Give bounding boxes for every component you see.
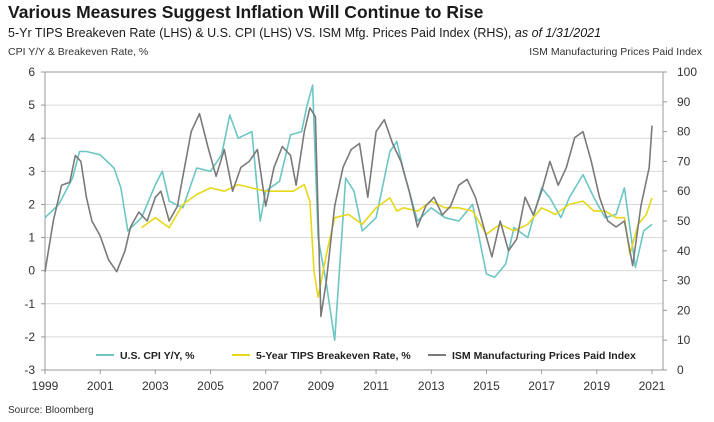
left-tick-label: -3	[24, 363, 35, 377]
x-tick-label: 2001	[87, 379, 114, 393]
chart-subtitle: 5-Yr TIPS Breakeven Rate (LHS) & U.S. CP…	[8, 26, 601, 40]
left-tick-label: 1	[28, 231, 35, 245]
x-tick-label: 2021	[639, 379, 666, 393]
legend-label: 5-Year TIPS Breakeven Rate, %	[256, 350, 411, 362]
x-tick-label: 2007	[252, 379, 279, 393]
right-tick-label: 10	[677, 333, 691, 347]
x-tick-label: 2005	[197, 379, 224, 393]
x-tick-label: 1999	[32, 379, 59, 393]
left-tick-label: 4	[28, 131, 35, 145]
left-tick-label: -1	[24, 297, 35, 311]
x-tick-label: 2015	[473, 379, 500, 393]
x-tick-label: 2017	[528, 379, 555, 393]
x-tick-label: 2019	[583, 379, 610, 393]
right-tick-label: 60	[677, 184, 691, 198]
subtitle-asof: as of 1/31/2021	[514, 26, 602, 40]
right-tick-label: 100	[677, 65, 697, 79]
left-tick-label: 0	[28, 264, 35, 278]
legend-label: U.S. CPI Y/Y, %	[120, 350, 195, 362]
left-tick-label: 5	[28, 98, 35, 112]
tips-breakeven-series-line	[141, 183, 653, 299]
right-tick-label: 20	[677, 303, 691, 317]
subtitle-main: 5-Yr TIPS Breakeven Rate (LHS) & U.S. CP…	[8, 26, 512, 40]
left-tick-label: 3	[28, 164, 35, 178]
ism-prices-paid-series-line	[44, 107, 653, 318]
left-tick-label: -2	[24, 330, 35, 344]
right-tick-label: 0	[677, 363, 684, 377]
source-note: Source: Bloomberg	[8, 405, 94, 416]
left-tick-label: 6	[28, 65, 35, 79]
right-tick-label: 30	[677, 274, 691, 288]
left-tick-label: 2	[28, 197, 35, 211]
chart-title: Various Measures Suggest Inflation Will …	[8, 2, 484, 22]
x-tick-label: 2011	[363, 379, 389, 393]
right-axis-label: ISM Manufacturing Prices Paid Index	[529, 46, 702, 58]
cpi-series-line	[44, 84, 653, 342]
right-tick-label: 70	[677, 154, 691, 168]
legend-label: ISM Manufacturing Prices Paid Index	[452, 350, 636, 362]
left-axis-label: CPI Y/Y & Breakeven Rate, %	[8, 46, 149, 58]
right-tick-label: 40	[677, 244, 691, 258]
right-tick-label: 50	[677, 214, 691, 228]
x-tick-label: 2003	[142, 379, 169, 393]
x-tick-label: 2009	[308, 379, 335, 393]
right-tick-label: 80	[677, 125, 691, 139]
x-tick-label: 2013	[418, 379, 445, 393]
right-tick-label: 90	[677, 95, 691, 109]
